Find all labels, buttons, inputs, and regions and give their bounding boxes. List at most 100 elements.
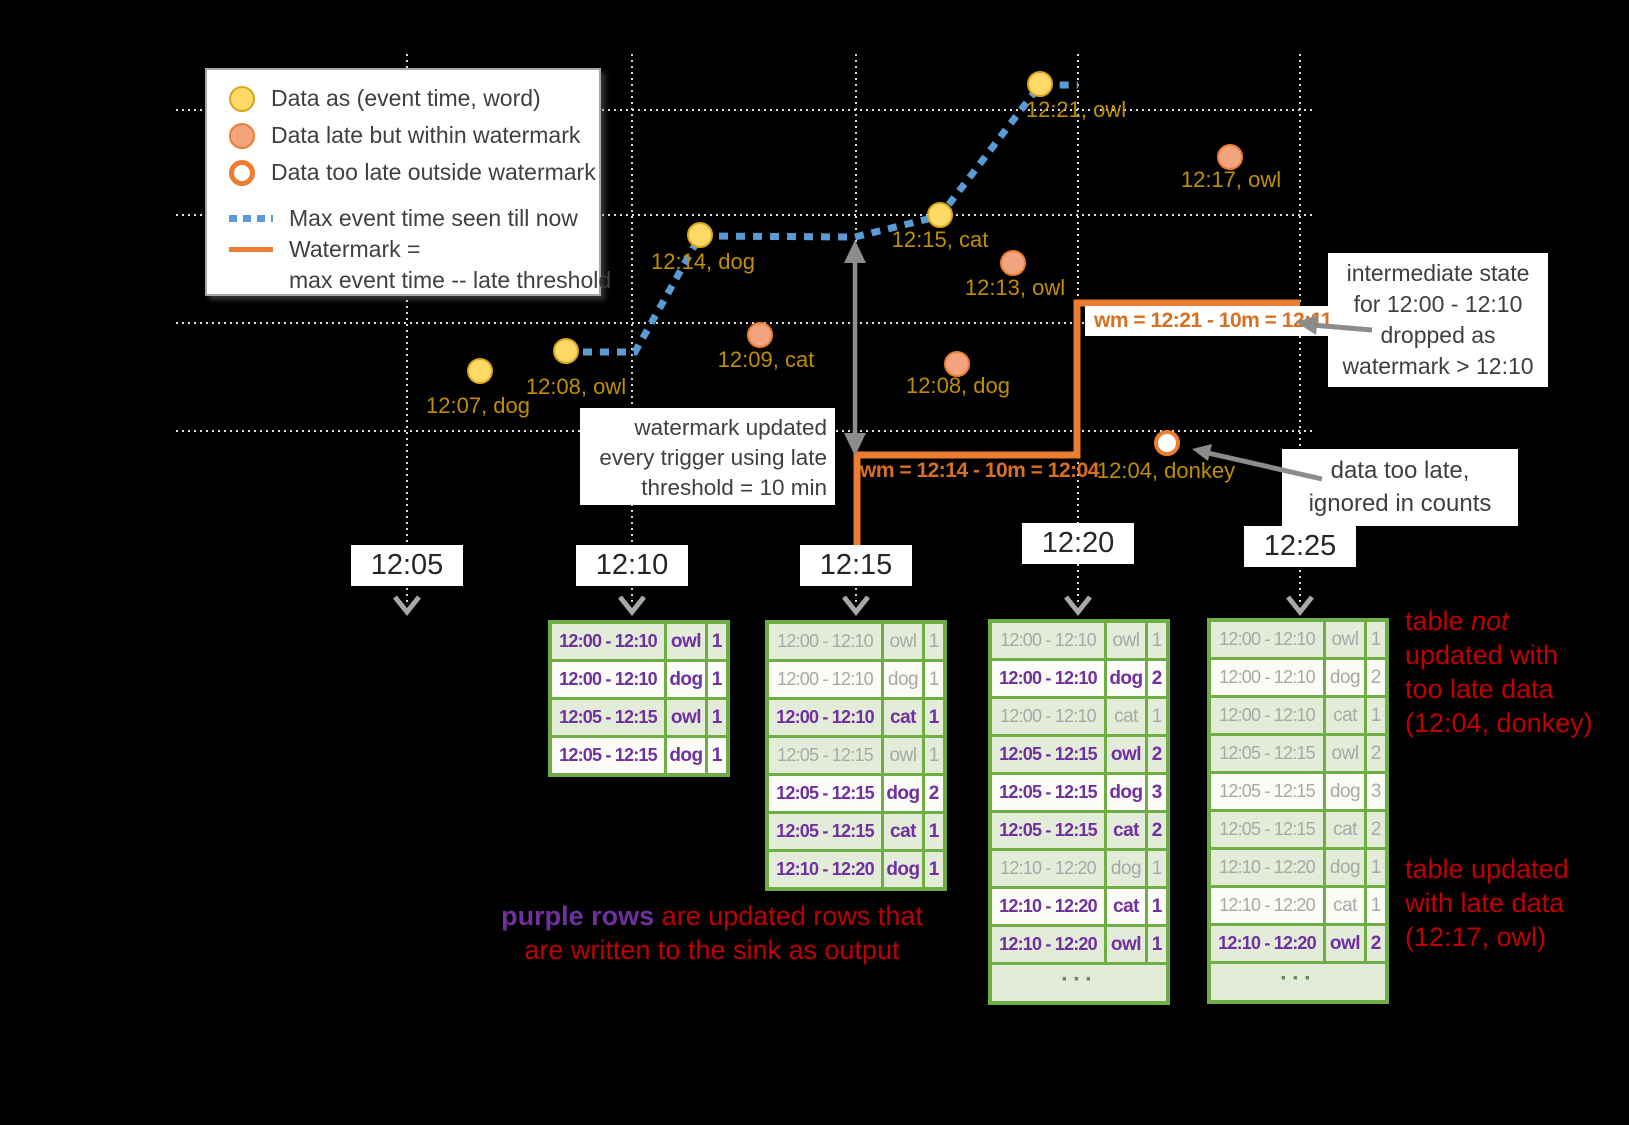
cell-count: 2 bbox=[1367, 736, 1385, 771]
cell-word: owl bbox=[1107, 623, 1145, 658]
cell-count: 1 bbox=[708, 624, 726, 659]
cell-word: dog bbox=[884, 852, 922, 887]
too-late-dot-icon bbox=[229, 159, 255, 186]
data-point-12-14-dog bbox=[687, 222, 713, 248]
cell-word: cat bbox=[1326, 698, 1364, 733]
table-row: 12:05 - 12:15 cat 2 bbox=[992, 813, 1166, 848]
cell-window: 12:05 - 12:15 bbox=[992, 813, 1104, 848]
table-row: 12:05 - 12:15 owl 1 bbox=[769, 738, 943, 773]
note-line: intermediate state bbox=[1346, 260, 1530, 286]
legend-item-max-event-time: Max event time seen till now bbox=[229, 203, 599, 234]
red-note-not-updated-too-late: table not updated with too late data (12:04… bbox=[1405, 604, 1593, 740]
cell-count: 1 bbox=[708, 738, 726, 773]
point-label-12-15-cat: 12:15, cat bbox=[891, 227, 989, 252]
legend-item-on-time: Data as (event time, word) bbox=[229, 80, 599, 117]
cell-count: 1 bbox=[708, 700, 726, 735]
table-row: 12:10 - 12:20 cat 1 bbox=[992, 889, 1166, 924]
cell-count: 1 bbox=[925, 624, 943, 659]
data-point-12-13-owl bbox=[1000, 250, 1026, 276]
cell-window: 12:10 - 12:20 bbox=[1211, 926, 1323, 961]
cell-window: 12:00 - 12:10 bbox=[992, 661, 1104, 696]
axis-label-12-25: 12:25 bbox=[1244, 526, 1356, 567]
axis-label-12-10: 12:10 bbox=[576, 545, 688, 586]
cell-word: dog bbox=[1326, 660, 1364, 695]
cell-word: cat bbox=[1326, 888, 1364, 923]
cell-count: 1 bbox=[1367, 888, 1385, 923]
cell-word: owl bbox=[667, 624, 705, 659]
cell-word: dog bbox=[1107, 851, 1145, 886]
cell-word: cat bbox=[884, 814, 922, 849]
red-note-purple-rows-note: purple rows are updated rows that are wri… bbox=[501, 899, 923, 967]
cell-count: 2 bbox=[1367, 926, 1385, 961]
cell-count: 3 bbox=[1148, 775, 1166, 810]
table-row: 12:10 - 12:20 dog 1 bbox=[992, 851, 1166, 886]
legend-label: Data as (event time, word) bbox=[271, 85, 541, 111]
legend-item-late: Data late but within watermark bbox=[229, 117, 599, 154]
intermediate-state-dropped-note: intermediate state for 12:00 - 12:10 dro… bbox=[1328, 253, 1548, 387]
late-dot-icon bbox=[229, 122, 255, 149]
cell-count: 1 bbox=[925, 738, 943, 773]
watermark-value-label-1: wm = 12:14 - 10m = 12:04 bbox=[860, 459, 1100, 482]
cell-count: 1 bbox=[1148, 927, 1166, 962]
cell-word: cat bbox=[1326, 812, 1364, 847]
cell-window: 12:00 - 12:10 bbox=[1211, 622, 1323, 657]
cell-window: 12:10 - 12:20 bbox=[992, 851, 1104, 886]
cell-word: owl bbox=[1326, 926, 1364, 961]
red-note-line: updated with bbox=[1405, 640, 1559, 670]
red-note-line: purple rows are updated rows that bbox=[501, 901, 923, 931]
table-row: 12:10 - 12:20 owl 2 bbox=[1211, 926, 1385, 961]
data-point-12-09-cat bbox=[747, 322, 773, 348]
cell-count: 1 bbox=[1148, 851, 1166, 886]
result-table-12-15: 12:00 - 12:10 owl 1 12:00 - 12:10 dog 1 12:00 … bbox=[765, 620, 947, 891]
data-point-12-15-cat bbox=[927, 202, 953, 228]
cell-word: dog bbox=[667, 738, 705, 773]
cell-count: 1 bbox=[1367, 698, 1385, 733]
cell-count: 2 bbox=[1367, 660, 1385, 695]
down-chevron-icon bbox=[618, 595, 646, 617]
note-line: for 12:00 - 12:10 bbox=[1353, 291, 1523, 317]
on-time-dot-icon bbox=[229, 85, 255, 112]
legend-item-watermark: Watermark = bbox=[229, 234, 599, 265]
cell-window: 12:05 - 12:15 bbox=[552, 738, 664, 773]
red-note-line: table updated bbox=[1405, 854, 1569, 884]
ellipsis-row: ··· bbox=[1211, 964, 1385, 1000]
cell-count: 1 bbox=[1148, 699, 1166, 734]
point-label-12-21-owl: 12:21, owl bbox=[1025, 97, 1127, 122]
table-row: 12:10 - 12:20 owl 1 bbox=[992, 927, 1166, 962]
cell-window: 12:00 - 12:10 bbox=[1211, 660, 1323, 695]
cell-count: 2 bbox=[1148, 813, 1166, 848]
down-chevron-icon bbox=[842, 595, 870, 617]
cell-count: 2 bbox=[1148, 661, 1166, 696]
cell-count: 1 bbox=[1148, 889, 1166, 924]
cell-word: owl bbox=[667, 700, 705, 735]
cell-window: 12:00 - 12:10 bbox=[552, 662, 664, 697]
cell-word: cat bbox=[1107, 699, 1145, 734]
cell-window: 12:05 - 12:15 bbox=[1211, 812, 1323, 847]
cell-word: dog bbox=[1107, 775, 1145, 810]
point-label-12-09-cat: 12:09, cat bbox=[717, 347, 815, 372]
down-chevron-icon bbox=[1064, 595, 1092, 617]
axis-label-12-05: 12:05 bbox=[351, 545, 463, 586]
table-row: 12:00 - 12:10 cat 1 bbox=[769, 700, 943, 735]
red-note-line: are written to the sink as output bbox=[524, 935, 900, 965]
legend: Data as (event time, word) Data late but… bbox=[205, 68, 611, 296]
data-too-late-note: data too late, ignored in counts bbox=[1282, 449, 1518, 526]
table-row: 12:00 - 12:10 cat 1 bbox=[992, 699, 1166, 734]
point-label-12-14-dog: 12:14, dog bbox=[651, 249, 755, 274]
table-row: 12:00 - 12:10 owl 1 bbox=[769, 624, 943, 659]
down-chevron-icon bbox=[1286, 595, 1314, 617]
cell-count: 2 bbox=[925, 776, 943, 811]
table-row: 12:05 - 12:15 cat 1 bbox=[769, 814, 943, 849]
legend-item-too-late: Data too late outside watermark bbox=[229, 154, 599, 191]
cell-count: 1 bbox=[925, 700, 943, 735]
data-point-12-21-owl bbox=[1027, 71, 1053, 97]
table-row: 12:05 - 12:15 dog 3 bbox=[992, 775, 1166, 810]
table-row: 12:00 - 12:10 owl 1 bbox=[552, 624, 726, 659]
table-row: 12:00 - 12:10 cat 1 bbox=[1211, 698, 1385, 733]
note-line: data too late, bbox=[1330, 457, 1470, 484]
cell-window: 12:05 - 12:15 bbox=[992, 737, 1104, 772]
cell-word: dog bbox=[1326, 850, 1364, 885]
table-row: 12:00 - 12:10 dog 2 bbox=[992, 661, 1166, 696]
table-row: 12:05 - 12:15 cat 2 bbox=[1211, 812, 1385, 847]
